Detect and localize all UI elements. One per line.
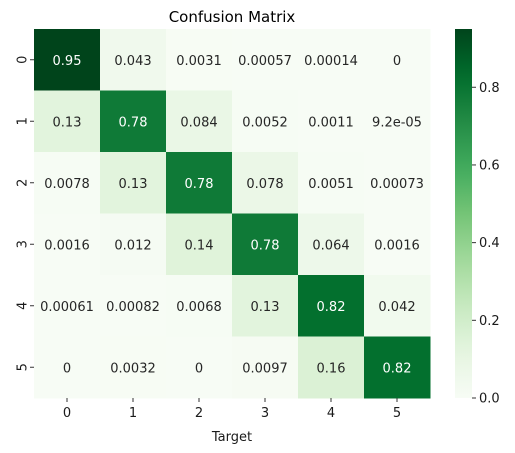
cell-0-4 (298, 29, 365, 91)
cell-0-2 (166, 29, 233, 91)
cell-label-5-3: 0.0097 (242, 361, 288, 376)
colorbar-tick-label-2: 0.4 (479, 236, 500, 251)
cell-label-1-5: 9.2e-05 (372, 115, 422, 130)
y-tick-label-2: 2 (16, 179, 31, 187)
cell-1-0 (34, 90, 101, 153)
y-tick-label-5: 5 (16, 363, 31, 371)
cell-1-5 (364, 90, 431, 153)
y-tick-label-4: 4 (16, 302, 31, 310)
cell-4-2 (166, 275, 233, 337)
cell-label-4-5: 0.042 (378, 300, 415, 315)
x-tick-label-2: 2 (195, 406, 203, 421)
cell-1-1 (100, 90, 167, 153)
cell-label-0-4: 0.00014 (304, 54, 358, 69)
cell-label-0-3: 0.00057 (238, 54, 292, 69)
cell-label-2-5: 0.00073 (370, 177, 424, 192)
cell-1-2 (166, 90, 233, 153)
cell-3-0 (34, 213, 101, 276)
cell-3-3 (232, 213, 299, 276)
x-axis-label: Target (211, 430, 252, 445)
cell-5-3 (232, 336, 299, 399)
cell-label-3-5: 0.0016 (374, 238, 420, 253)
cell-label-4-2: 0.0068 (176, 300, 222, 315)
cell-label-2-0: 0.0078 (44, 177, 90, 192)
cell-3-5 (364, 213, 431, 276)
y-axis: 0 1 2 3 4 5 (16, 56, 34, 371)
cell-4-5 (364, 275, 431, 337)
cell-4-4 (298, 275, 365, 337)
cell-0-5 (364, 29, 431, 91)
cell-3-4 (298, 213, 365, 276)
cell-label-5-0: 0 (63, 361, 71, 376)
cell-0-1 (100, 29, 167, 91)
cell-5-2 (166, 336, 233, 399)
cell-5-0 (34, 336, 101, 399)
cell-4-3 (232, 275, 299, 337)
x-tick-label-1: 1 (129, 406, 137, 421)
colorbar (455, 29, 472, 398)
cell-label-3-1: 0.012 (114, 238, 151, 253)
cell-label-0-1: 0.043 (114, 54, 151, 69)
cell-label-3-2: 0.14 (185, 238, 214, 253)
cell-label-5-2: 0 (195, 361, 203, 376)
cell-2-3 (232, 152, 299, 214)
cell-5-4 (298, 336, 365, 399)
cell-label-2-3: 0.078 (246, 177, 283, 192)
cell-0-3 (232, 29, 299, 91)
cell-2-1 (100, 152, 167, 214)
cell-5-5 (364, 336, 431, 399)
colorbar-tick-label-1: 0.2 (479, 314, 500, 329)
cell-2-0 (34, 152, 101, 214)
cell-4-0 (34, 275, 101, 337)
cell-label-3-0: 0.0016 (44, 238, 90, 253)
cell-label-5-1: 0.0032 (110, 361, 156, 376)
colorbar-axis: 0.0 0.2 0.4 0.6 0.8 (472, 81, 500, 407)
cell-5-1 (100, 336, 167, 399)
colorbar-tick-label-4: 0.8 (479, 81, 500, 96)
x-axis: 0 1 2 3 4 5 (63, 398, 401, 421)
y-tick-label-0: 0 (16, 56, 31, 64)
cell-label-1-3: 0.0052 (242, 115, 288, 130)
heatmap-cells: 0.95 0.043 0.0031 0.00057 0.00014 0 0.13 0.78 0.… (34, 29, 431, 399)
cell-2-4 (298, 152, 365, 214)
cell-label-1-0: 0.13 (53, 115, 82, 130)
y-tick-label-3: 3 (16, 240, 31, 248)
cell-label-4-1: 0.00082 (106, 300, 160, 315)
cell-label-3-3: 0.78 (251, 238, 280, 253)
cell-label-2-1: 0.13 (119, 177, 148, 192)
cell-2-2 (166, 152, 233, 214)
cell-label-3-4: 0.064 (312, 238, 349, 253)
cell-label-5-5: 0.82 (383, 361, 412, 376)
x-tick-label-5: 5 (393, 406, 401, 421)
cell-3-1 (100, 213, 167, 276)
colorbar-tick-label-0: 0.0 (479, 392, 500, 407)
cell-1-4 (298, 90, 365, 153)
x-tick-label-3: 3 (261, 406, 269, 421)
cell-label-1-1: 0.78 (119, 115, 148, 130)
cell-label-2-4: 0.0051 (308, 177, 354, 192)
cell-label-1-2: 0.084 (180, 115, 217, 130)
colorbar-tick-label-3: 0.6 (479, 158, 500, 173)
cell-label-0-2: 0.0031 (176, 54, 222, 69)
x-tick-label-4: 4 (327, 406, 335, 421)
cell-label-5-4: 0.16 (317, 361, 346, 376)
cell-1-3 (232, 90, 299, 153)
cell-4-1 (100, 275, 167, 337)
chart-title: Confusion Matrix (169, 8, 296, 26)
x-tick-label-0: 0 (63, 406, 71, 421)
cell-label-2-2: 0.78 (185, 177, 214, 192)
y-tick-label-1: 1 (16, 117, 31, 125)
cell-2-5 (364, 152, 431, 214)
cell-0-0 (34, 29, 101, 91)
cell-label-0-5: 0 (393, 54, 401, 69)
cell-label-4-4: 0.82 (317, 300, 346, 315)
cell-label-4-0: 0.00061 (40, 300, 94, 315)
cell-label-1-4: 0.0011 (308, 115, 354, 130)
cell-label-0-0: 0.95 (53, 54, 82, 69)
cell-3-2 (166, 213, 233, 276)
cell-label-4-3: 0.13 (251, 300, 280, 315)
